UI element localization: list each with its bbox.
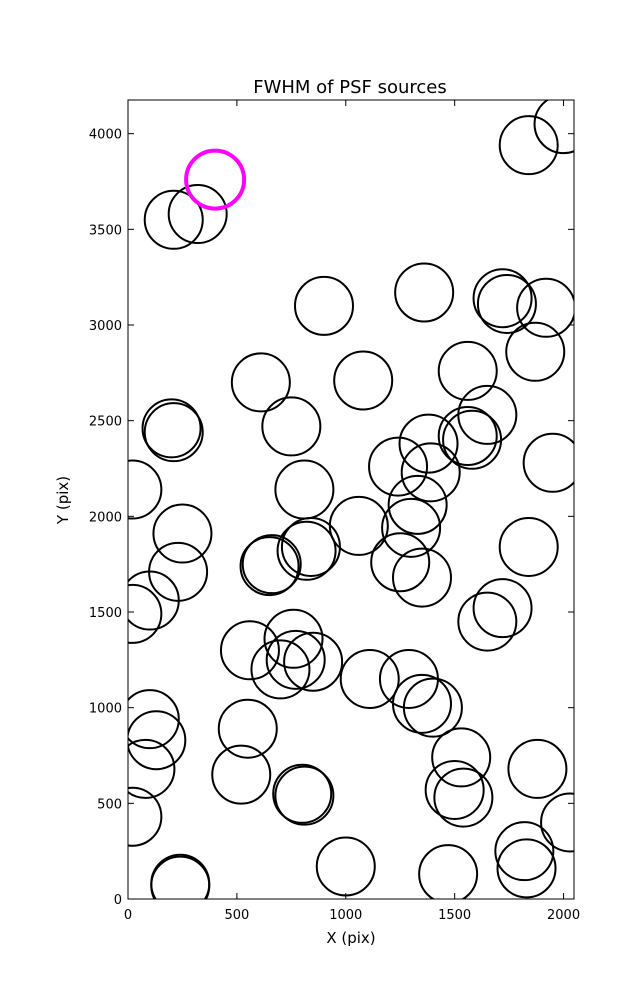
source-marker xyxy=(328,495,389,556)
source-marker xyxy=(272,763,333,824)
source-marker xyxy=(339,648,400,709)
source-marker xyxy=(241,534,302,595)
source-markers xyxy=(128,100,574,899)
y-tick-label: 1000 xyxy=(89,702,122,717)
y-tick-label: 2000 xyxy=(89,510,122,525)
source-marker xyxy=(437,340,498,401)
source-marker xyxy=(498,115,559,176)
source-marker xyxy=(128,583,163,644)
source-marker xyxy=(442,409,503,470)
y-tick-label: 2500 xyxy=(89,415,122,430)
source-marker xyxy=(516,277,574,338)
x-axis: 0 500 1000 1500 2000 xyxy=(124,100,580,923)
chart-title: FWHM of PSF sources xyxy=(253,77,447,98)
source-marker xyxy=(391,547,452,608)
source-marker xyxy=(476,273,537,334)
y-tick-label: 500 xyxy=(97,797,122,812)
x-tick-label: 0 xyxy=(124,908,132,923)
source-marker xyxy=(274,459,335,520)
source-marker xyxy=(128,738,176,799)
source-marker xyxy=(394,262,455,323)
source-marker xyxy=(522,432,574,493)
y-tick-label: 4000 xyxy=(89,128,122,143)
source-marker xyxy=(507,738,568,799)
source-marker xyxy=(150,855,211,899)
source-marker xyxy=(128,570,180,631)
x-tick-label: 500 xyxy=(224,908,249,923)
source-marker xyxy=(391,673,452,734)
source-marker xyxy=(150,853,211,899)
source-marker xyxy=(128,459,163,520)
x-tick-label: 1500 xyxy=(438,908,471,923)
x-tick-label: 2000 xyxy=(547,908,580,923)
y-axis-title: Y (pix) xyxy=(54,476,72,525)
source-marker xyxy=(381,497,442,558)
source-marker xyxy=(276,520,337,581)
highlighted-source-marker xyxy=(184,148,247,211)
y-tick-label: 1500 xyxy=(89,606,122,621)
source-marker xyxy=(472,578,533,639)
source-marker xyxy=(230,352,291,413)
source-marker xyxy=(496,838,557,899)
source-marker xyxy=(263,608,324,669)
source-marker xyxy=(400,442,461,503)
source-marker xyxy=(211,744,272,805)
source-marker xyxy=(280,516,341,577)
source-marker xyxy=(494,821,555,882)
source-marker xyxy=(217,698,278,759)
source-marker xyxy=(143,189,204,250)
plot-frame xyxy=(127,99,575,900)
source-marker xyxy=(128,689,180,750)
source-marker xyxy=(431,727,492,788)
source-marker xyxy=(540,792,574,853)
source-marker xyxy=(283,631,344,692)
x-axis-title: X (pix) xyxy=(326,929,375,947)
source-marker xyxy=(457,591,518,652)
source-marker xyxy=(418,844,479,899)
source-marker xyxy=(533,100,574,155)
source-marker xyxy=(387,474,448,535)
source-marker xyxy=(398,413,459,474)
source-marker xyxy=(315,836,376,897)
source-marker xyxy=(239,536,300,597)
y-tick-label: 3000 xyxy=(89,319,122,334)
source-marker xyxy=(368,436,429,497)
source-marker xyxy=(472,268,533,329)
source-marker xyxy=(128,710,187,771)
source-marker xyxy=(402,677,463,738)
source-marker xyxy=(498,516,559,577)
source-marker xyxy=(293,275,354,336)
source-marker xyxy=(333,350,394,411)
source-marker xyxy=(167,184,228,245)
source-marker xyxy=(250,639,311,700)
source-marker xyxy=(219,620,280,681)
source-marker xyxy=(433,767,494,828)
y-tick-label: 0 xyxy=(114,893,122,908)
source-marker xyxy=(143,402,204,463)
source-marker xyxy=(370,532,431,593)
source-marker xyxy=(152,503,213,564)
source-marker xyxy=(437,405,498,466)
source-marker xyxy=(141,398,202,459)
source-marker xyxy=(265,629,326,690)
x-tick-label: 1000 xyxy=(329,908,362,923)
y-tick-label: 3500 xyxy=(89,223,122,238)
highlighted-source-markers xyxy=(184,148,247,211)
source-marker xyxy=(261,396,322,457)
y-axis: 0 500 1000 1500 2000 2500 3000 3500 4000 xyxy=(89,128,574,908)
source-marker xyxy=(424,759,485,820)
source-marker xyxy=(505,321,566,382)
source-marker xyxy=(128,786,163,847)
source-marker xyxy=(274,765,335,826)
